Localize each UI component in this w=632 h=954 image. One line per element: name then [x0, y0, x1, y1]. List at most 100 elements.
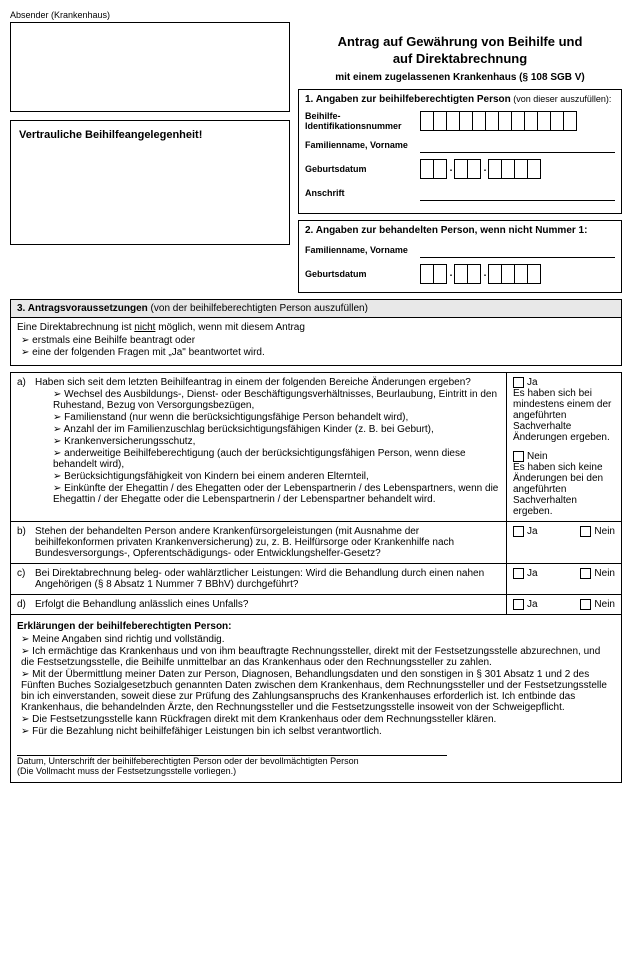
qa-question: Haben sich seit dem letzten Beihilfeantr…: [35, 377, 500, 388]
qa-i0: Wechsel des Ausbildungs-, Dienst- oder B…: [53, 389, 500, 411]
qa-no: Nein: [527, 451, 548, 462]
qc-checkbox-yes[interactable]: [513, 568, 524, 579]
field-dob1: Geburtsdatum ..: [305, 159, 615, 179]
sig-caption-2: (Die Vollmacht muss der Festsetzungsstel…: [17, 766, 615, 776]
field-addr: Anschrift: [305, 185, 615, 201]
row-a: a) Haben sich seit dem letzten Beihilfea…: [11, 372, 622, 521]
section-1-header-text: 1. Angaben zur beihilfeberechtigten Pers…: [305, 94, 511, 105]
qc-cell: c)Bei Direktabrechnung beleg- oder wahlä…: [11, 564, 507, 595]
qc-ja: Ja: [527, 568, 538, 579]
qd-checkbox-yes[interactable]: [513, 599, 524, 610]
decl-list: Meine Angaben sind richtig und vollständ…: [21, 634, 615, 737]
qb-checkbox-yes[interactable]: [513, 526, 524, 537]
title-sub: mit einem zugelassenen Krankenhaus (§ 10…: [298, 72, 622, 83]
section-3-header-text: 3. Antragsvoraussetzungen: [17, 303, 148, 314]
title-main: Antrag auf Gewährung von Beihilfe und au…: [298, 34, 622, 68]
intro-a: Eine Direktabrechnung ist: [17, 322, 134, 333]
qa-yes: Ja: [527, 377, 538, 388]
qc-label: c): [17, 568, 35, 590]
qc-checkbox-no[interactable]: [580, 568, 591, 579]
qa-i6: Einkünfte der Ehegattin / des Ehegatten …: [53, 483, 500, 505]
qd-answer: Ja Nein: [507, 595, 622, 615]
section-1-header-note: (von dieser auszufüllen):: [511, 94, 612, 104]
decl-3: Die Festsetzungsstelle kann Rückfragen d…: [21, 714, 615, 725]
qa-i3: Krankenversicherungsschutz,: [53, 436, 500, 447]
section-3-bullets: erstmals eine Beihilfe beantragt oder ei…: [21, 335, 615, 358]
input-addr[interactable]: [420, 185, 615, 201]
row-c: c)Bei Direktabrechnung beleg- oder wahlä…: [11, 564, 622, 595]
section-3-body: Eine Direktabrechnung ist nicht möglich,…: [11, 318, 621, 365]
intro-b: möglich, wenn mit diesem Antrag: [155, 322, 305, 333]
label-addr: Anschrift: [305, 188, 420, 198]
decl-4: Für die Bezahlung nicht beihilfefähiger …: [21, 726, 615, 737]
qb-nein: Nein: [594, 526, 615, 537]
dob1-boxes[interactable]: ..: [420, 159, 541, 179]
title-line2: auf Direktabrechnung: [393, 51, 527, 66]
decl-1: Ich ermächtige das Krankenhaus und von i…: [21, 646, 615, 668]
question-table: a) Haben sich seit dem letzten Beihilfea…: [10, 372, 622, 615]
section-3-header-note: (von der beihilfeberechtigten Person aus…: [148, 303, 368, 314]
qc-question: Bei Direktabrechnung beleg- oder wahlärz…: [35, 568, 500, 590]
section-3-header: 3. Antragsvoraussetzungen (von der beihi…: [11, 300, 621, 318]
intro-underline: nicht: [134, 322, 155, 333]
qa-checkbox-no[interactable]: [513, 451, 524, 462]
qa-items: Wechsel des Ausbildungs-, Dienst- oder B…: [53, 389, 500, 505]
qb-ja: Ja: [527, 526, 538, 537]
left-column: Vertrauliche Beihilfeangelegenheit!: [10, 22, 290, 293]
qa-i4: anderweitige Beihilfeberechtigung (auch …: [53, 448, 500, 470]
section-2: 2. Angaben zur behandelten Person, wenn …: [298, 220, 622, 293]
qa-answer: Ja Es haben sich bei mindestens einem de…: [507, 372, 622, 521]
qd-nein: Nein: [594, 599, 615, 610]
qb-checkbox-no[interactable]: [580, 526, 591, 537]
decl-0: Meine Angaben sind richtig und vollständ…: [21, 634, 615, 645]
sig-caption-1: Datum, Unterschrift der beihilfeberechti…: [17, 756, 615, 766]
qa-yes-text: Es haben sich bei mindestens einem der a…: [513, 388, 615, 443]
section-3-intro: Eine Direktabrechnung ist nicht möglich,…: [17, 322, 615, 333]
qd-question: Erfolgt die Behandlung anlässlich eines …: [35, 599, 500, 610]
input-name1[interactable]: [420, 137, 615, 153]
title-line1: Antrag auf Gewährung von Beihilfe und: [338, 34, 583, 49]
row-b: b)Stehen der behandelten Person andere K…: [11, 522, 622, 564]
qb-cell: b)Stehen der behandelten Person andere K…: [11, 522, 507, 564]
qa-i5: Berücksichtigungsfähigkeit von Kindern b…: [53, 471, 500, 482]
dob2-boxes[interactable]: ..: [420, 264, 541, 284]
decl-title: Erklärungen der beihilfeberechtigten Per…: [17, 621, 615, 632]
decl-2: Mit der Übermittlung meiner Daten zur Pe…: [21, 669, 615, 713]
declarations: Erklärungen der beihilfeberechtigten Per…: [10, 615, 622, 783]
sender-box[interactable]: [10, 22, 290, 112]
label-id: Beihilfe-Identifikationsnummer: [305, 111, 420, 131]
label-name1: Familienname, Vorname: [305, 140, 420, 150]
input-name2[interactable]: [420, 242, 615, 258]
qa-no-text: Es haben sich keine Änderungen bei den a…: [513, 462, 615, 517]
field-name1: Familienname, Vorname: [305, 137, 615, 153]
section-3: 3. Antragsvoraussetzungen (von der beihi…: [10, 299, 622, 366]
title-block: Antrag auf Gewährung von Beihilfe und au…: [298, 34, 622, 83]
qd-ja: Ja: [527, 599, 538, 610]
s3-b1: erstmals eine Beihilfe beantragt oder: [21, 335, 615, 346]
field-id: Beihilfe-Identifikationsnummer: [305, 111, 615, 131]
qa-cell: a) Haben sich seit dem letzten Beihilfea…: [11, 372, 507, 521]
label-dob2: Geburtsdatum: [305, 269, 420, 279]
section-1-header: 1. Angaben zur beihilfeberechtigten Pers…: [305, 94, 615, 105]
top-row: Vertrauliche Beihilfeangelegenheit! Antr…: [10, 22, 622, 293]
id-boxes[interactable]: [420, 111, 577, 131]
section-1: 1. Angaben zur beihilfeberechtigten Pers…: [298, 89, 622, 214]
qc-answer: Ja Nein: [507, 564, 622, 595]
confidential-box: Vertrauliche Beihilfeangelegenheit!: [10, 120, 290, 245]
section-2-header: 2. Angaben zur behandelten Person, wenn …: [305, 225, 615, 236]
qb-label: b): [17, 526, 35, 559]
qa-checkbox-yes[interactable]: [513, 377, 524, 388]
qd-label: d): [17, 599, 35, 610]
right-column: Antrag auf Gewährung von Beihilfe und au…: [298, 22, 622, 293]
qb-question: Stehen der behandelten Person andere Kra…: [35, 526, 500, 559]
qa-i1: Familienstand (nur wenn die berücksichti…: [53, 412, 500, 423]
sender-label: Absender (Krankenhaus): [10, 10, 622, 20]
field-dob2: Geburtsdatum ..: [305, 264, 615, 284]
qa-label: a): [17, 377, 35, 506]
field-name2: Familienname, Vorname: [305, 242, 615, 258]
label-dob1: Geburtsdatum: [305, 164, 420, 174]
qa-i2: Anzahl der im Familienzuschlag berücksic…: [53, 424, 500, 435]
qd-checkbox-no[interactable]: [580, 599, 591, 610]
qc-nein: Nein: [594, 568, 615, 579]
s3-b2: eine der folgenden Fragen mit „Ja" beant…: [21, 347, 615, 358]
